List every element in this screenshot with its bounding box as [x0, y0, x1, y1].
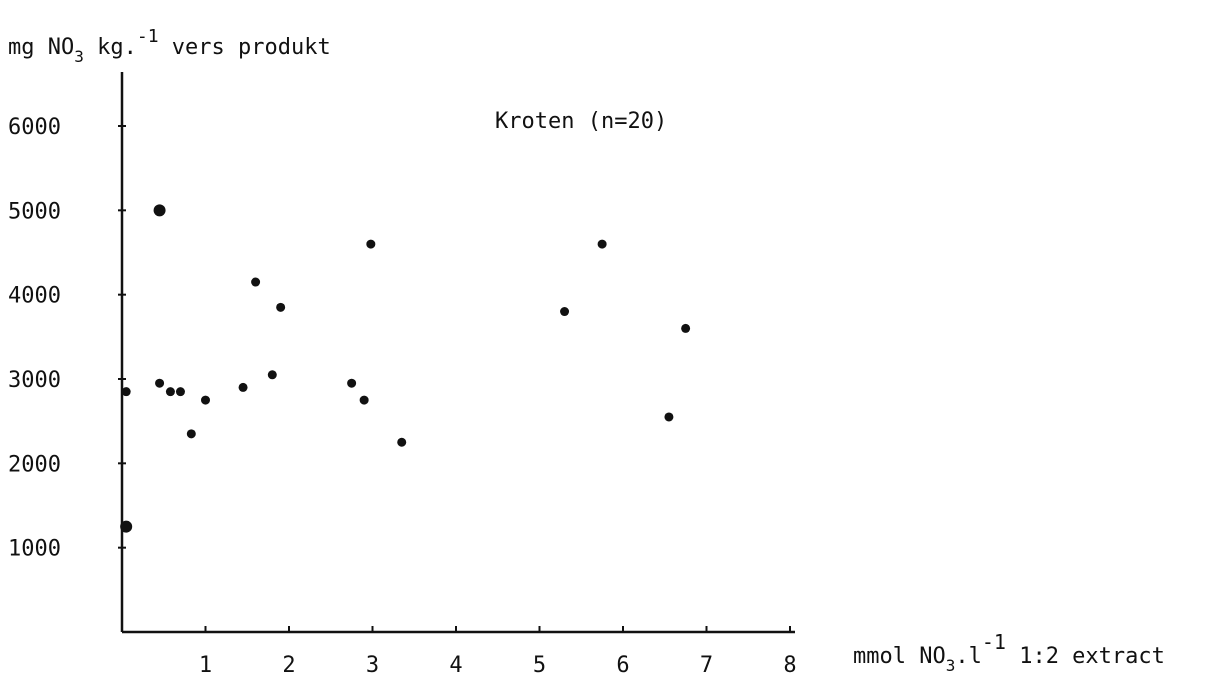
x-axis-title-subscript: 3: [946, 656, 956, 675]
data-point: [155, 378, 165, 388]
x-axis-title-superscript: -1: [982, 630, 1006, 654]
data-point: [397, 437, 407, 447]
y-tick-label: 2000: [8, 452, 61, 477]
y-tick-label: 6000: [8, 115, 61, 140]
data-point: [120, 520, 133, 533]
data-point: [186, 429, 196, 439]
data-point: [175, 387, 185, 397]
y-axis-title-superscript: -1: [137, 26, 159, 47]
y-axis-title-part: vers produkt: [159, 35, 331, 60]
chart-annotation: Kroten (n=20): [495, 109, 667, 134]
data-point: [238, 382, 248, 392]
data-point: [664, 412, 674, 422]
data-point: [251, 277, 261, 287]
y-tick-label: 1000: [8, 537, 61, 562]
x-axis-title-part: 1:2 extract: [1006, 644, 1165, 669]
data-point: [560, 307, 570, 317]
x-tick-label: 2: [282, 653, 295, 678]
data-point: [681, 323, 691, 333]
y-axis-title-part: mg NO: [8, 35, 74, 60]
x-axis-title-part: .l: [955, 644, 982, 669]
data-points: [120, 204, 691, 533]
x-tick-label: 4: [449, 653, 462, 678]
x-tick-label: 3: [366, 653, 379, 678]
data-point: [121, 387, 131, 397]
y-tick-label: 4000: [8, 284, 61, 309]
data-point: [366, 239, 376, 249]
data-point: [359, 395, 369, 405]
x-tick-label: 7: [700, 653, 713, 678]
y-ticks: 1000 2000 3000 4000 5000 6000: [8, 115, 126, 562]
data-point: [597, 239, 607, 249]
x-tick-label: 6: [616, 653, 629, 678]
y-tick-label: 3000: [8, 368, 61, 393]
x-axis-title: mmol NO3.l-1 1:2 extract: [853, 630, 1165, 675]
y-axis-title: mg NO3 kg.-1 vers produkt: [8, 26, 331, 66]
data-point: [201, 395, 210, 405]
y-axis-title-part: kg.: [84, 35, 137, 60]
x-tick-label: 5: [533, 653, 546, 678]
x-tick-label: 1: [199, 653, 212, 678]
data-point: [347, 378, 357, 388]
data-point: [276, 302, 286, 312]
data-point: [153, 204, 166, 217]
data-point: [267, 370, 277, 380]
y-tick-label: 5000: [8, 199, 61, 224]
x-tick-label: 8: [783, 653, 796, 678]
data-point: [165, 387, 175, 397]
y-axis-title-subscript: 3: [74, 47, 84, 66]
x-ticks: 1 2 3 4 5 6 7 8: [199, 626, 797, 678]
x-axis-title-part: mmol NO: [853, 644, 946, 669]
